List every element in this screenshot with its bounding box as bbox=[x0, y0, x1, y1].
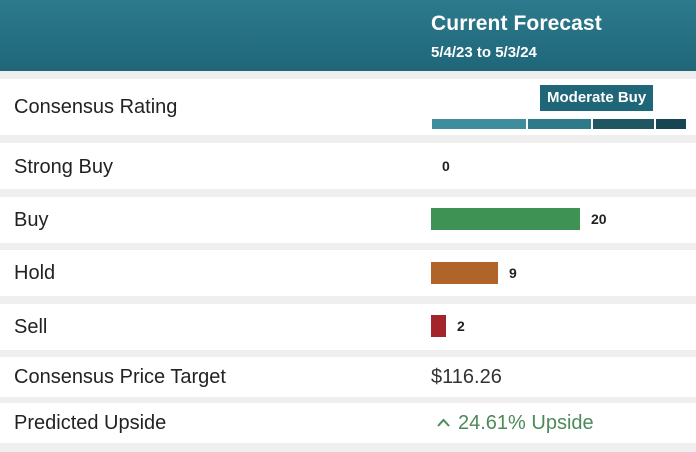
predicted-upside: 24.61% Upside bbox=[437, 412, 594, 435]
price-target-value: $116.26 bbox=[431, 366, 502, 388]
rating-row-buy: Buy bbox=[0, 197, 696, 243]
chevron-up-icon bbox=[437, 418, 450, 427]
price-target-label: Consensus Price Target bbox=[14, 366, 226, 388]
rating-count-strong-buy: 0 bbox=[442, 158, 450, 174]
consensus-rating-badge: Moderate Buy bbox=[540, 85, 654, 111]
forecast-title: Current Forecast bbox=[431, 12, 602, 35]
predicted-upside-row: Predicted Upside bbox=[0, 403, 696, 443]
rating-gauge bbox=[432, 119, 686, 129]
forecast-header: Current Forecast 5/4/23 to 5/3/24 bbox=[0, 0, 696, 71]
rating-row-hold: Hold bbox=[0, 250, 696, 296]
forecast-date-range: 5/4/23 to 5/3/24 bbox=[431, 44, 537, 61]
price-target-row: Consensus Price Target bbox=[0, 357, 696, 397]
consensus-rating-label: Consensus Rating bbox=[14, 96, 178, 118]
rating-label-sell: Sell bbox=[14, 316, 48, 338]
gauge-segment-buy bbox=[593, 119, 656, 129]
gauge-segment-hold bbox=[528, 119, 593, 129]
rating-count-hold: 9 bbox=[509, 265, 517, 281]
rating-bar-hold bbox=[431, 262, 498, 284]
rating-label-strong-buy: Strong Buy bbox=[14, 156, 113, 178]
rating-bar-buy bbox=[431, 208, 580, 230]
predicted-upside-label: Predicted Upside bbox=[14, 412, 167, 434]
rating-label-hold: Hold bbox=[14, 262, 56, 284]
rating-bar-sell bbox=[431, 315, 446, 337]
rating-row-strong-buy: Strong Buy bbox=[0, 143, 696, 189]
gauge-segment-strong-buy bbox=[656, 119, 686, 129]
rating-count-buy: 20 bbox=[591, 211, 607, 227]
gauge-marker-tick bbox=[591, 111, 593, 129]
gauge-segment-sell bbox=[432, 119, 528, 129]
predicted-upside-value: 24.61% Upside bbox=[458, 412, 594, 434]
rating-label-buy: Buy bbox=[14, 209, 49, 231]
rating-count-sell: 2 bbox=[457, 318, 465, 334]
rating-row-sell: Sell bbox=[0, 304, 696, 350]
